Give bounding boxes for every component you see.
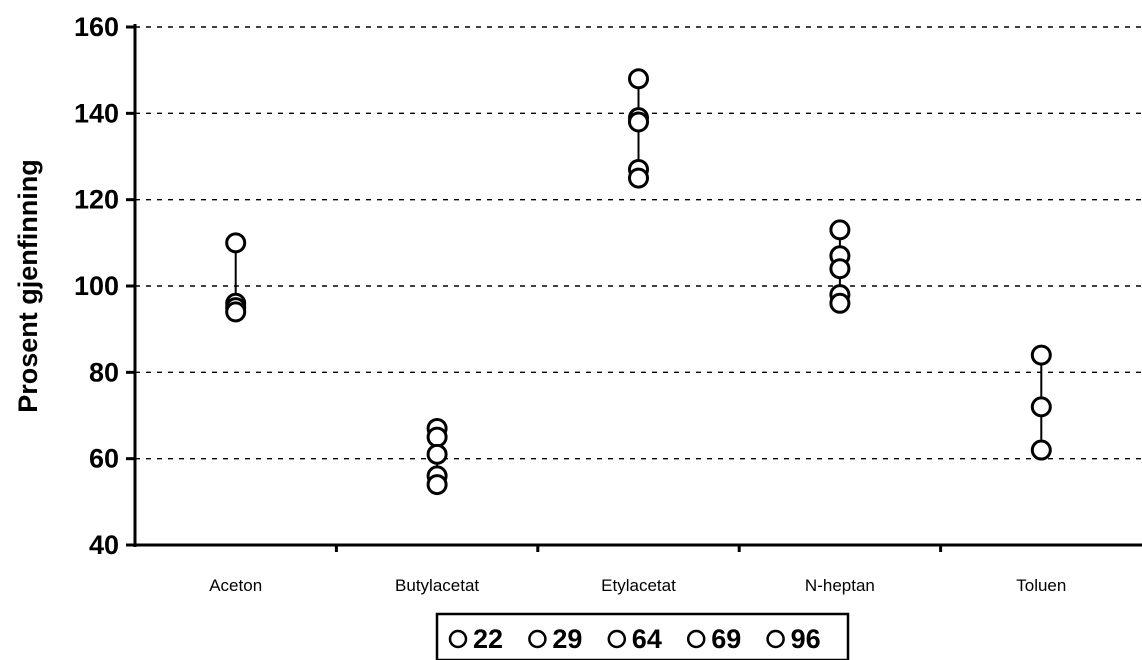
legend-marker: [609, 631, 625, 647]
plot-area: [227, 70, 1051, 494]
legend-entry: 69: [711, 624, 741, 654]
y-tick-label: 140: [74, 98, 119, 128]
legend-marker: [768, 631, 784, 647]
data-point: [831, 294, 849, 312]
data-point: [831, 221, 849, 239]
data-point: [428, 445, 446, 463]
x-tick-label: Aceton: [209, 576, 262, 595]
x-tick-label: Butylacetat: [395, 576, 479, 595]
legend-entry: 96: [791, 624, 821, 654]
x-tick-label: Etylacetat: [601, 576, 676, 595]
data-point: [227, 303, 245, 321]
data-point: [630, 169, 648, 187]
legend-marker: [688, 631, 704, 647]
data-point: [831, 260, 849, 278]
y-axis-ticks: 40 60 80 100 120 140 160: [74, 12, 135, 560]
y-tick-label: 60: [89, 444, 119, 474]
x-tick-label: N-heptan: [805, 576, 875, 595]
x-axis-ticks: Aceton Butylacetat Etylacetat N-heptan Tolue…: [209, 545, 1066, 595]
legend-marker: [450, 631, 466, 647]
data-point: [630, 113, 648, 131]
legend-marker: [529, 631, 545, 647]
legend-entry: 29: [552, 624, 582, 654]
data-point: [428, 428, 446, 446]
data-point: [1032, 398, 1050, 416]
y-axis-label: Prosent gjenfinning: [13, 159, 43, 413]
x-tick-label: Toluen: [1016, 576, 1066, 595]
y-tick-label: 100: [74, 271, 119, 301]
legend-entry: 64: [632, 624, 662, 654]
y-tick-label: 120: [74, 185, 119, 215]
legend: 22 29 64 69 96: [437, 614, 848, 660]
data-point: [1032, 441, 1050, 459]
y-tick-label: 80: [89, 357, 119, 387]
y-tick-label: 40: [89, 530, 119, 560]
data-point: [630, 70, 648, 88]
y-tick-label: 160: [74, 12, 119, 42]
legend-entry: 22: [473, 624, 503, 654]
data-point: [227, 234, 245, 252]
data-point: [428, 476, 446, 494]
data-point: [1032, 346, 1050, 364]
